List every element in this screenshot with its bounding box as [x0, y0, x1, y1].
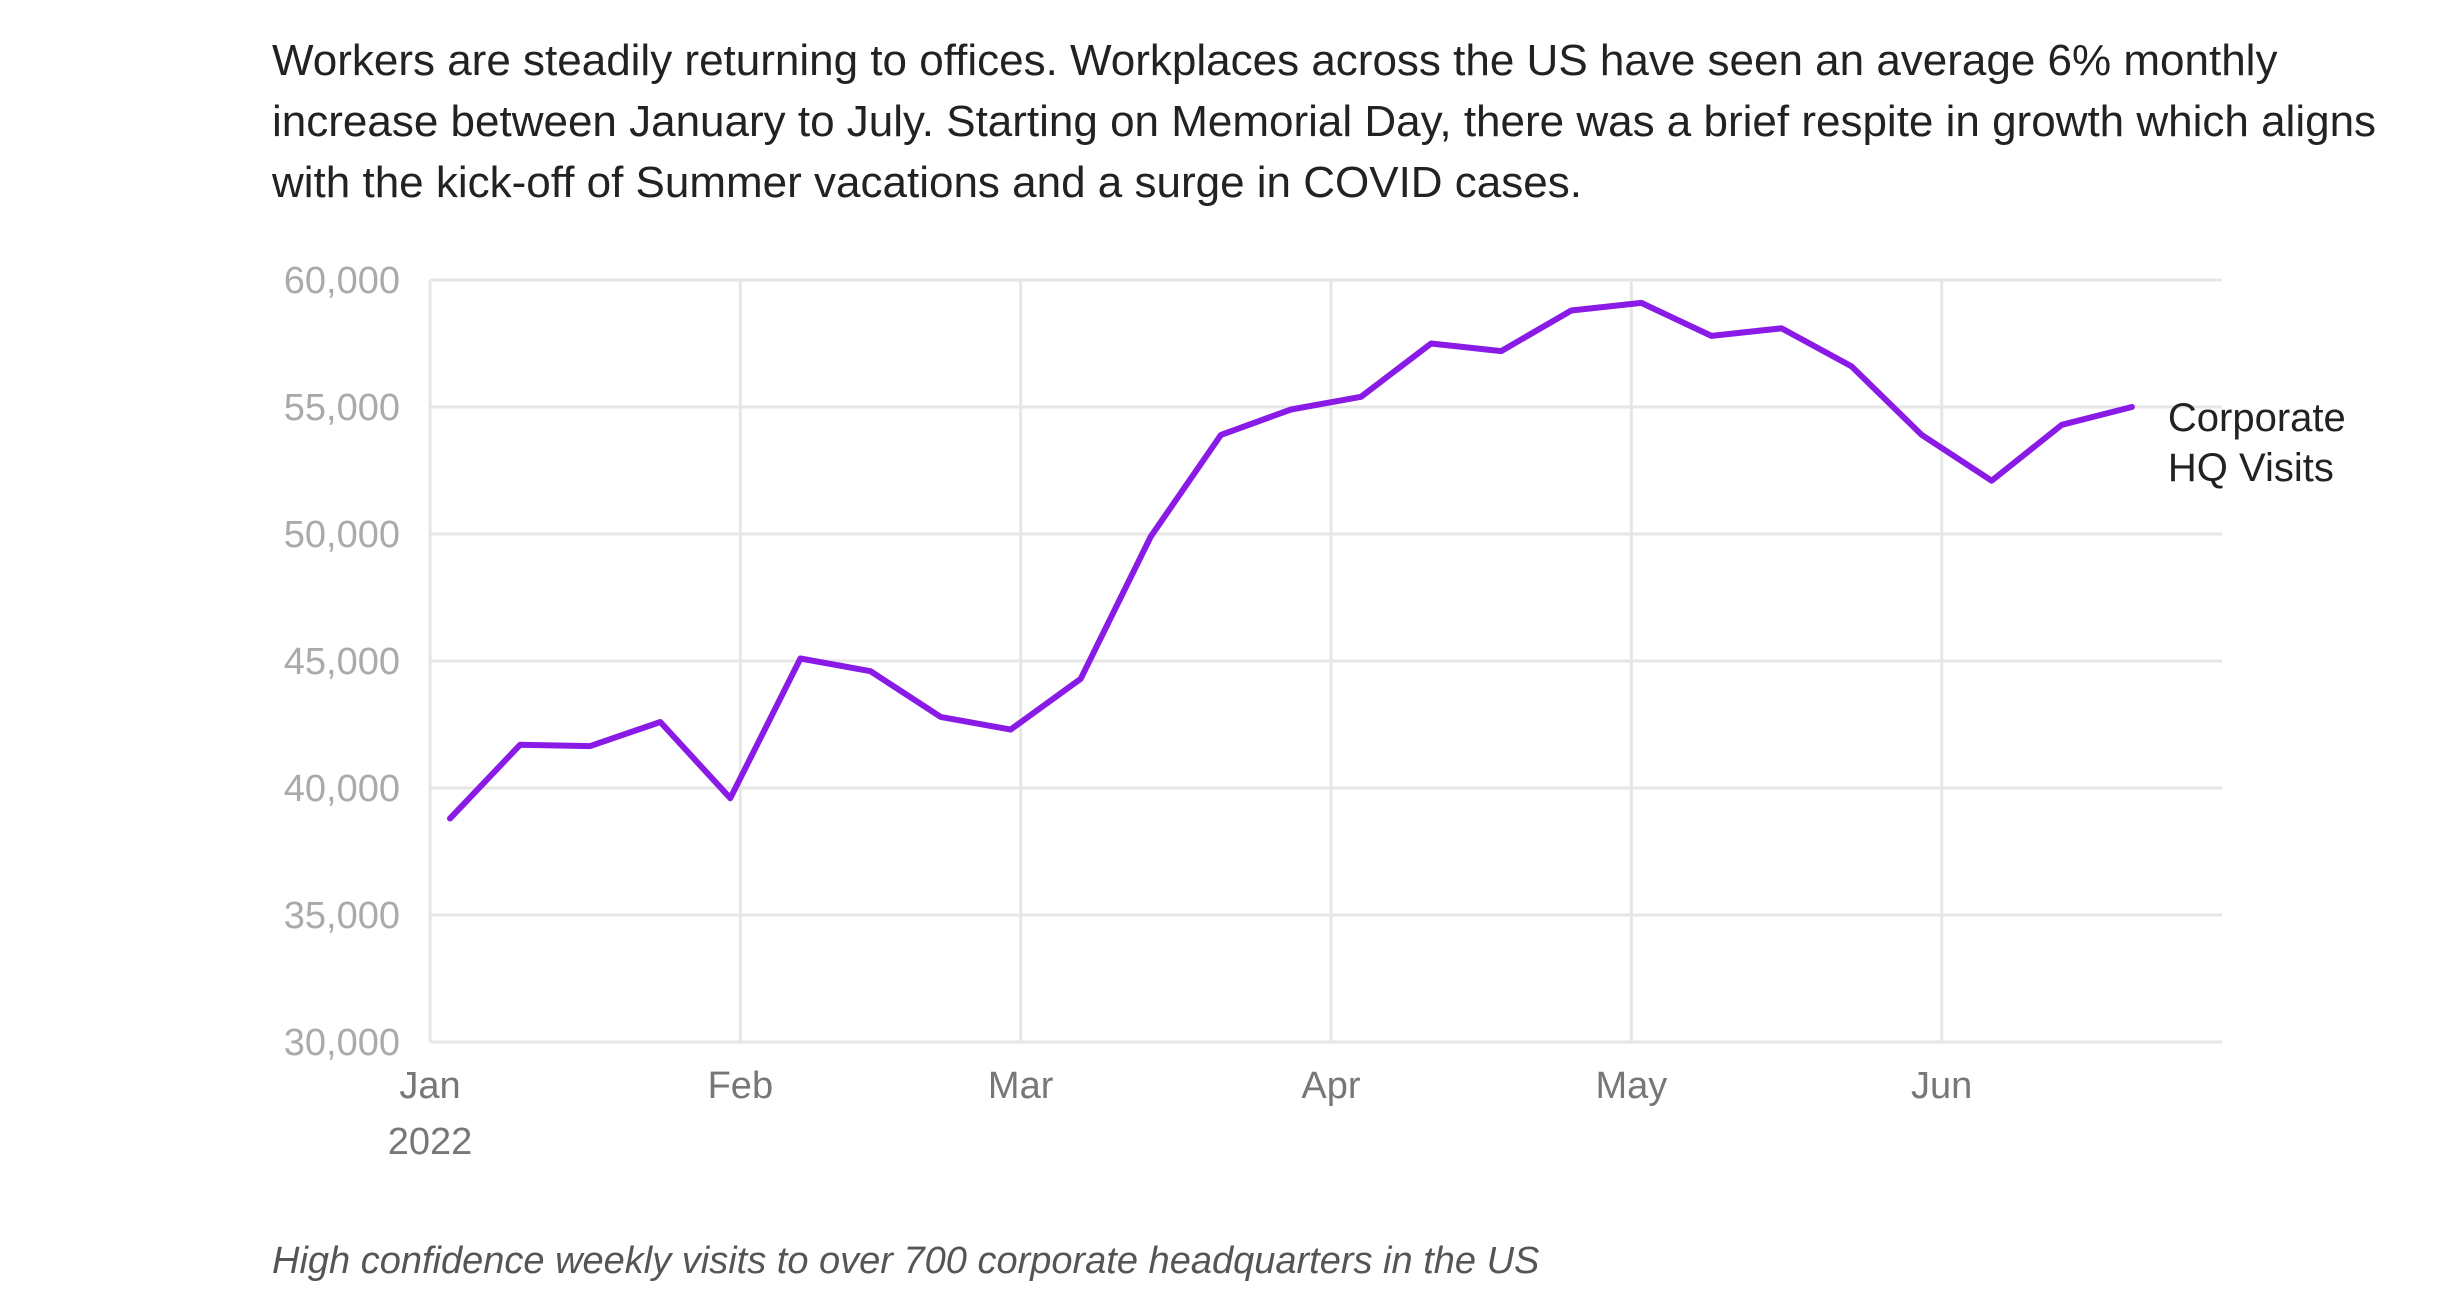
- data-point: [2059, 422, 2065, 428]
- x-tick-label: Feb: [708, 1065, 773, 1107]
- y-tick-label: 35,000: [284, 895, 400, 937]
- data-point: [1919, 432, 1925, 438]
- data-point: [1989, 478, 1995, 484]
- y-tick-label: 45,000: [284, 641, 400, 683]
- data-point: [2129, 404, 2135, 410]
- series-group: Corporate HQ Visits: [447, 299, 2346, 822]
- data-point: [517, 742, 523, 748]
- x-tick-label: Mar: [988, 1065, 1054, 1107]
- x-tick-label: Apr: [1301, 1065, 1360, 1107]
- data-point: [1428, 341, 1434, 347]
- data-point: [1779, 325, 1785, 331]
- series-end-label: Corporate: [2168, 396, 2346, 440]
- x-axis-tick-labels: Jan Feb Mar Apr May Jun 2022: [388, 1065, 1973, 1163]
- y-tick-label: 30,000: [284, 1022, 400, 1064]
- data-point: [867, 668, 873, 674]
- chart-caption: High confidence weekly visits to over 70…: [272, 1240, 1540, 1282]
- data-point: [1498, 348, 1504, 354]
- y-tick-label: 50,000: [284, 514, 400, 556]
- data-point: [1849, 363, 1855, 369]
- data-point: [1358, 394, 1364, 400]
- series-end-label: HQ Visits: [2168, 446, 2334, 490]
- y-axis-tick-labels: 30,000 35,000 40,000 45,000 50,000 55,000 60,0…: [284, 260, 400, 1064]
- data-point: [727, 795, 733, 801]
- data-point: [797, 655, 803, 661]
- x-tick-label: Jun: [1911, 1065, 1972, 1107]
- series-line: [447, 299, 2135, 822]
- y-tick-label: 60,000: [284, 260, 400, 302]
- data-point: [587, 743, 593, 749]
- y-gridlines: [430, 278, 2222, 1044]
- data-point: [657, 719, 663, 725]
- y-tick-label: 40,000: [284, 768, 400, 810]
- data-point: [1008, 727, 1014, 733]
- x-tick-label: Jan: [399, 1065, 460, 1107]
- data-point: [1708, 333, 1714, 339]
- x-tick-year-label: 2022: [388, 1121, 473, 1163]
- y-tick-label: 55,000: [284, 387, 400, 429]
- data-point: [1148, 534, 1154, 540]
- data-point: [1638, 300, 1644, 306]
- data-point: [447, 815, 453, 821]
- data-point: [938, 714, 944, 720]
- data-point: [1218, 432, 1224, 438]
- x-tick-label: May: [1595, 1065, 1667, 1107]
- line-chart: 30,000 35,000 40,000 45,000 50,000 55,000 60,0…: [284, 260, 2346, 1163]
- data-point: [1288, 407, 1294, 413]
- data-point: [1078, 676, 1084, 682]
- chart-subtitle: Workers are steadily returning to office…: [272, 36, 2377, 207]
- data-point: [1568, 307, 1574, 313]
